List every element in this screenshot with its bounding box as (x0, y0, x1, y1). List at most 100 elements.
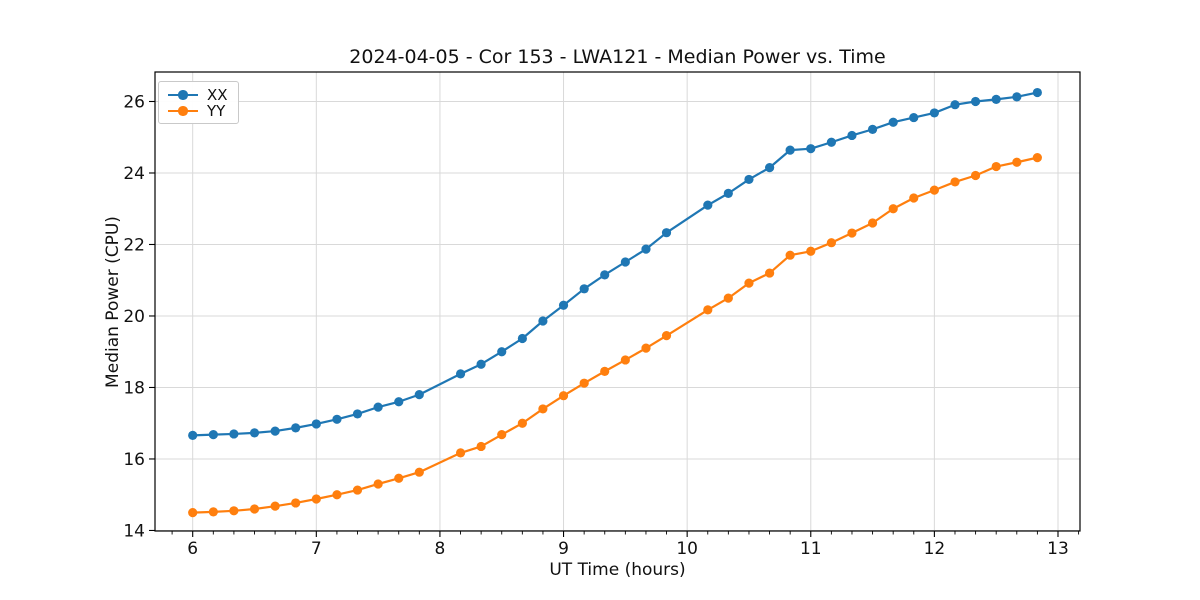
data-point (888, 117, 898, 127)
y-axis-label: Median Power (CPU) (103, 216, 123, 388)
data-point (476, 359, 486, 369)
data-point (270, 501, 280, 511)
data-point (249, 504, 260, 514)
data-point (806, 144, 816, 154)
data-point (723, 293, 733, 303)
data-point (991, 94, 1001, 104)
data-point (785, 250, 795, 260)
data-point (867, 124, 878, 134)
data-point (703, 305, 713, 315)
x-tick-label: 10 (676, 539, 698, 559)
data-point (249, 428, 260, 438)
legend-entry-xx: XX (168, 87, 228, 103)
data-point (847, 228, 857, 238)
y-tick-label: 20 (123, 307, 145, 327)
data-point (414, 467, 424, 477)
data-point (291, 423, 301, 433)
x-tick-label: 11 (800, 539, 822, 559)
data-point (703, 200, 713, 210)
data-point (188, 430, 198, 440)
data-point (867, 218, 878, 228)
x-tick-label: 6 (187, 539, 198, 559)
data-point (517, 333, 527, 344)
data-point (600, 366, 610, 376)
data-point (929, 185, 939, 195)
data-point (970, 96, 981, 107)
y-tick-label: 22 (123, 235, 145, 255)
data-point (641, 244, 651, 254)
data-point (332, 490, 342, 500)
data-point (352, 409, 363, 419)
legend: XX YY (158, 81, 239, 124)
data-point (373, 479, 383, 489)
data-point (208, 507, 218, 517)
data-point (558, 391, 569, 401)
data-point (970, 170, 981, 181)
data-point (188, 507, 198, 518)
data-point (785, 145, 795, 155)
data-point (826, 137, 837, 147)
data-point (1032, 87, 1042, 98)
data-point (641, 343, 651, 353)
x-tick-label: 7 (311, 539, 322, 559)
data-point (476, 441, 486, 452)
data-point (517, 418, 527, 428)
data-point (744, 278, 754, 288)
data-point (579, 284, 589, 294)
data-point (620, 257, 630, 267)
x-tick-label: 8 (435, 539, 446, 559)
x-axis-label: UT Time (hours) (549, 560, 686, 580)
data-point (744, 174, 754, 185)
data-point (600, 270, 610, 280)
data-point (950, 177, 960, 187)
data-point (806, 246, 816, 256)
data-point (1032, 153, 1042, 163)
y-tick-label: 18 (123, 378, 145, 398)
legend-marker-xx (168, 89, 198, 101)
series-xx-line (192, 91, 1038, 437)
series-yy-markers (188, 153, 1042, 518)
chart-title: 2024-04-05 - Cor 153 - LWA121 - Median P… (349, 46, 886, 68)
data-point (661, 228, 672, 238)
data-point (497, 347, 507, 357)
data-point (332, 414, 342, 424)
data-point (311, 419, 321, 429)
data-point (950, 100, 960, 110)
data-point (311, 494, 321, 504)
data-point (661, 331, 672, 341)
data-point (765, 268, 775, 278)
legend-label-xx: XX (207, 86, 228, 104)
data-point (373, 402, 383, 412)
data-point (826, 238, 837, 248)
legend-label-yy: YY (207, 102, 226, 120)
x-tick-label: 9 (558, 539, 569, 559)
data-point (558, 300, 569, 310)
data-point (497, 430, 507, 440)
data-point (620, 355, 630, 365)
data-point (394, 397, 404, 407)
data-point (991, 161, 1001, 172)
legend-marker-yy (168, 105, 198, 117)
data-point (538, 404, 548, 414)
data-point (538, 316, 548, 326)
y-tick-label: 24 (123, 164, 145, 184)
data-point (352, 485, 363, 495)
plot-border (154, 71, 1081, 532)
data-point (414, 390, 424, 400)
data-point (909, 193, 919, 203)
data-point (394, 473, 404, 483)
x-tick-label: 12 (924, 539, 946, 559)
data-point (455, 369, 466, 379)
legend-entry-yy: YY (168, 103, 228, 119)
data-point (455, 448, 466, 458)
y-tick-label: 14 (123, 521, 145, 541)
y-tick-label: 16 (123, 450, 145, 470)
series-xx-markers (188, 87, 1042, 440)
y-tick-label: 26 (123, 92, 145, 112)
data-point (291, 498, 301, 508)
data-point (1012, 92, 1022, 102)
data-point (888, 204, 898, 214)
data-point (723, 188, 733, 198)
